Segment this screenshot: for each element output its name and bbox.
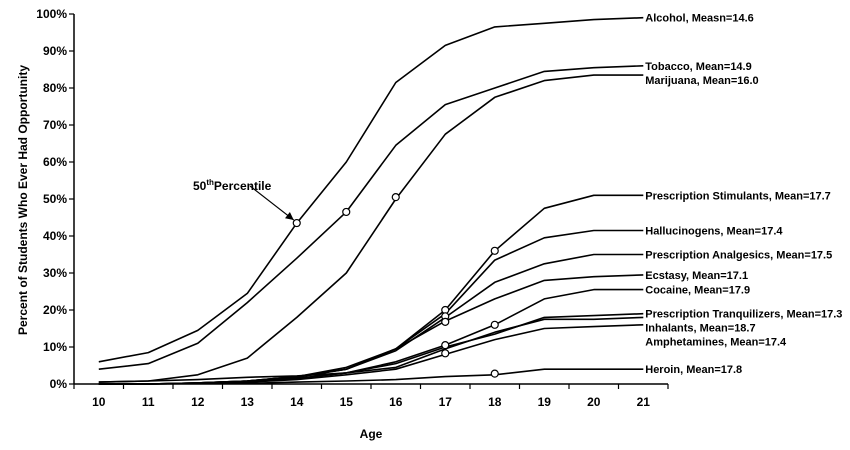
series-line bbox=[98, 316, 644, 383]
y-tick-label: 70% bbox=[43, 118, 67, 132]
percentile-marker bbox=[490, 369, 499, 378]
series-line bbox=[98, 312, 644, 385]
percentile-annotation: 50thPercentile bbox=[193, 178, 295, 221]
x-tick-label: 10 bbox=[92, 395, 106, 409]
percentile-marker bbox=[490, 320, 499, 329]
series-line bbox=[98, 324, 644, 385]
annotation-arrow bbox=[249, 185, 295, 221]
x-tick-label: 20 bbox=[587, 395, 601, 409]
percentile-marker bbox=[490, 246, 499, 255]
series-labels: Alcohol, Measn=14.6 Tobacco, Mean=14.9 Mar… bbox=[645, 13, 842, 377]
y-tick-label: 50% bbox=[43, 192, 67, 206]
series-label: Inhalants, Mean=18.7 bbox=[645, 323, 755, 335]
series-label: Prescription Analgesics, Mean=17.5 bbox=[645, 250, 832, 262]
y-tick-label: 20% bbox=[43, 303, 67, 317]
y-tick-label: 80% bbox=[43, 81, 67, 95]
y-tick-labels: 0% 10% 20% 30% 40% 50% 60% 70% 80% 90% 100% bbox=[36, 7, 67, 391]
x-tick-label: 15 bbox=[340, 395, 354, 409]
series-label: Ecstasy, Mean=17.1 bbox=[645, 270, 748, 282]
percentile-marker bbox=[292, 218, 301, 228]
series-label: Amphetamines, Mean=17.4 bbox=[645, 337, 787, 349]
percentile-marker bbox=[342, 207, 351, 217]
x-tick-label: 12 bbox=[191, 395, 205, 409]
x-tick-label: 17 bbox=[439, 395, 453, 409]
percentile-marker bbox=[441, 349, 450, 358]
x-tick-labels: 10 11 12 13 14 15 16 17 18 19 20 21 bbox=[92, 395, 650, 409]
series-label: Heroin, Mean=17.8 bbox=[645, 364, 742, 376]
percentile-markers bbox=[292, 193, 499, 378]
series-line bbox=[98, 229, 644, 385]
series-line bbox=[98, 65, 644, 370]
series-label: Marijuana, Mean=16.0 bbox=[645, 75, 758, 87]
series-label: Hallucinogens, Mean=17.4 bbox=[645, 225, 783, 237]
x-tick-label: 18 bbox=[488, 395, 502, 409]
x-tick-label: 14 bbox=[290, 395, 304, 409]
x-tick-label: 13 bbox=[241, 395, 255, 409]
y-tick-label: 90% bbox=[43, 44, 67, 58]
series-lines bbox=[98, 16, 644, 385]
x-tick-label: 16 bbox=[389, 395, 403, 409]
y-tick-label: 100% bbox=[36, 7, 67, 21]
y-axis-title: Percent of Students Who Ever Had Opportu… bbox=[16, 65, 30, 335]
annotation-number: 50 bbox=[193, 179, 207, 193]
x-tick-label: 21 bbox=[637, 395, 651, 409]
y-tick-label: 30% bbox=[43, 266, 67, 280]
annotation-label: Percentile bbox=[214, 179, 272, 193]
percentile-marker bbox=[391, 193, 400, 202]
y-tick-label: 60% bbox=[43, 155, 67, 169]
annotation-arrowhead bbox=[285, 212, 294, 221]
y-tick-label: 40% bbox=[43, 229, 67, 243]
x-axis-title: Age bbox=[360, 427, 383, 441]
x-tick-label: 11 bbox=[142, 395, 155, 409]
series-line bbox=[98, 74, 644, 383]
axes bbox=[69, 13, 669, 389]
percentile-marker bbox=[441, 341, 450, 350]
annotation-superscript: th bbox=[206, 178, 214, 187]
series-label: Alcohol, Measn=14.6 bbox=[645, 13, 754, 25]
series-label: Tobacco, Mean=14.9 bbox=[645, 61, 751, 73]
x-tick-label: 19 bbox=[538, 395, 552, 409]
y-tick-label: 0% bbox=[50, 377, 68, 391]
series-line bbox=[98, 16, 644, 363]
percentile-marker bbox=[441, 317, 450, 326]
svg-text:50thPercentile: 50thPercentile bbox=[193, 178, 272, 193]
series-line bbox=[98, 368, 644, 385]
series-label: Prescription Stimulants, Mean=17.7 bbox=[645, 190, 831, 202]
series-label: Prescription Tranquilizers, Mean=17.3 bbox=[645, 309, 842, 321]
series-line bbox=[98, 194, 644, 385]
series-label: Cocaine, Mean=17.9 bbox=[645, 285, 750, 297]
y-tick-label: 10% bbox=[43, 340, 67, 354]
